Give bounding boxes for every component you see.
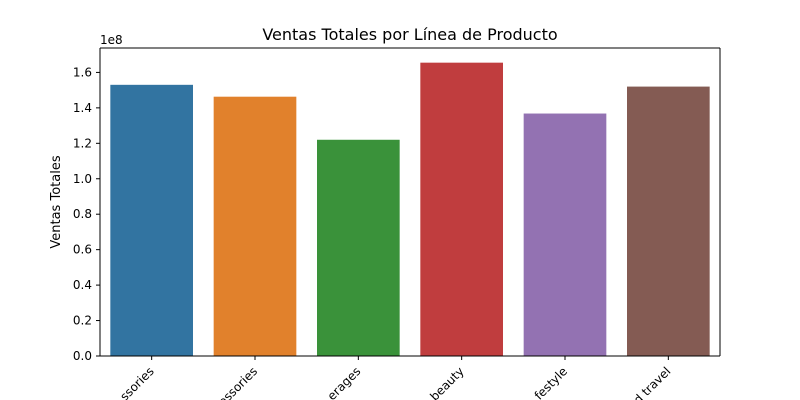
y-axis-label: Ventas Totales xyxy=(49,155,64,248)
y-tick-label-5: 1.0 xyxy=(73,172,92,186)
x-tick-label-4: festyle xyxy=(532,364,570,400)
bar-3 xyxy=(420,62,503,357)
bar-5 xyxy=(627,86,710,356)
x-tick-label-2: erages xyxy=(325,364,364,400)
bar-0 xyxy=(110,84,193,357)
x-tick-label-3: beauty xyxy=(427,364,466,400)
y-tick-label-8: 1.6 xyxy=(73,65,92,79)
y-axis-ticks: 0.0 0.2 0.4 0.6 0.8 1.0 1.2 1.4 1.6 xyxy=(73,65,100,363)
y-tick-label-3: 0.6 xyxy=(73,243,92,257)
y-tick-label-4: 0.8 xyxy=(73,207,92,221)
y-tick-label-6: 1.2 xyxy=(73,136,92,150)
y-axis-scale-label: 1e8 xyxy=(100,33,123,47)
y-tick-label-2: 0.4 xyxy=(73,278,92,292)
bar-1 xyxy=(213,96,297,357)
x-tick-label-1: essories xyxy=(215,364,260,400)
x-axis-ticks: ssories essories erages beauty festyle d trav… xyxy=(117,356,673,400)
bar-4 xyxy=(523,113,607,356)
y-tick-label-0: 0.0 xyxy=(73,349,92,363)
bar-group xyxy=(110,62,710,357)
bar-2 xyxy=(317,139,400,356)
y-tick-label-7: 1.4 xyxy=(73,101,92,115)
chart-title: Ventas Totales por Línea de Producto xyxy=(262,25,557,44)
x-tick-label-5: d travel xyxy=(631,364,674,400)
y-tick-label-1: 0.2 xyxy=(73,314,92,328)
x-tick-label-0: ssories xyxy=(117,364,156,400)
